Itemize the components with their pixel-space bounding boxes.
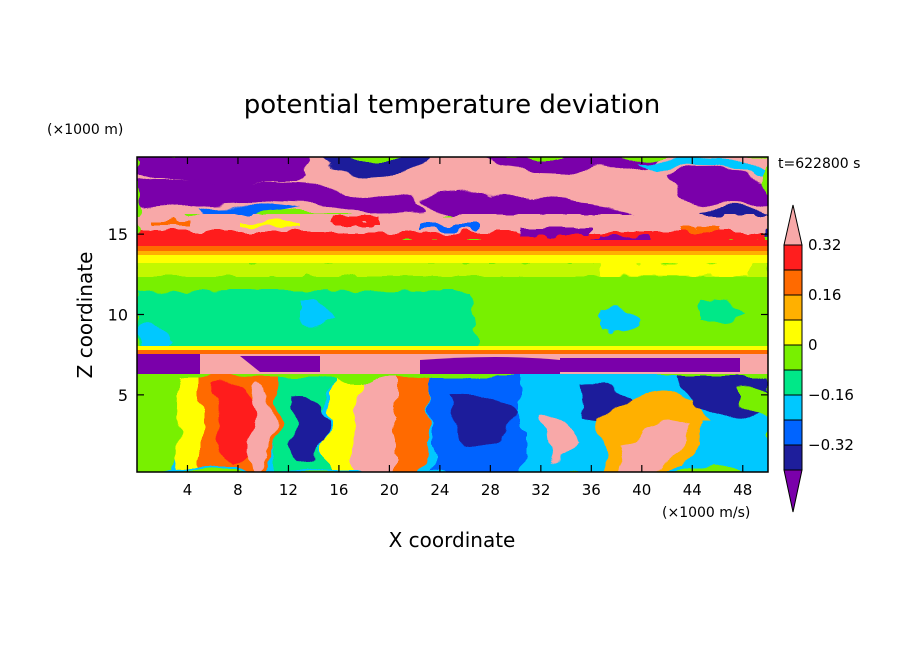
- x-tick-label: 20: [380, 481, 399, 499]
- y-ticks: 5 10 15: [108, 225, 768, 405]
- colorbar-top-arrow: [783, 204, 803, 246]
- y-unit-label: (×1000 m): [47, 122, 123, 138]
- x-unit-label: (×1000 m/s): [662, 505, 750, 521]
- colorbar-tick-label: 0: [808, 336, 818, 354]
- colorbar-bottom-arrow: [783, 469, 803, 513]
- x-tick-label: 28: [481, 481, 500, 499]
- colorbar-tick-label: 0.32: [808, 236, 841, 254]
- chart-title: potential temperature deviation: [244, 90, 660, 120]
- colorbar-segment: [783, 319, 803, 346]
- y-axis-label: Z coordinate: [73, 252, 97, 379]
- x-tick-label: 4: [183, 481, 193, 499]
- x-tick-label: 32: [531, 481, 550, 499]
- colorbar-segment: [783, 394, 803, 421]
- colorbar-segment: [783, 419, 803, 446]
- colorbar-segment: [783, 444, 803, 471]
- x-tick-label: 12: [279, 481, 298, 499]
- colorbar-segment: [783, 269, 803, 296]
- y-tick-label: 10: [108, 306, 128, 325]
- colorbar-segment: [783, 369, 803, 396]
- x-ticks: 4 8 12 16 20 24 28 32 36 40 44 48: [183, 157, 752, 499]
- x-tick-label: 16: [329, 481, 348, 499]
- colorbar-segment: [783, 244, 803, 271]
- colorbar-segment: [783, 344, 803, 371]
- colorbar-segment: [783, 294, 803, 321]
- colorbar-tick-label: 0.16: [808, 286, 841, 304]
- colorbar: 0.32 0.16 0 −0.16 −0.32: [783, 204, 854, 513]
- y-tick-label: 15: [108, 225, 128, 244]
- x-tick-label: 44: [683, 481, 702, 499]
- y-tick-label: 5: [118, 386, 128, 405]
- contour-field: [137, 157, 768, 472]
- colorbar-tick-label: −0.16: [808, 386, 854, 404]
- x-axis-label: X coordinate: [389, 528, 516, 552]
- x-tick-label: 48: [733, 481, 752, 499]
- x-tick-label: 24: [430, 481, 449, 499]
- x-tick-label: 40: [632, 481, 651, 499]
- time-label: t=622800 s: [778, 156, 860, 172]
- x-tick-label: 8: [233, 481, 243, 499]
- colorbar-tick-label: −0.32: [808, 436, 854, 454]
- x-tick-label: 36: [582, 481, 601, 499]
